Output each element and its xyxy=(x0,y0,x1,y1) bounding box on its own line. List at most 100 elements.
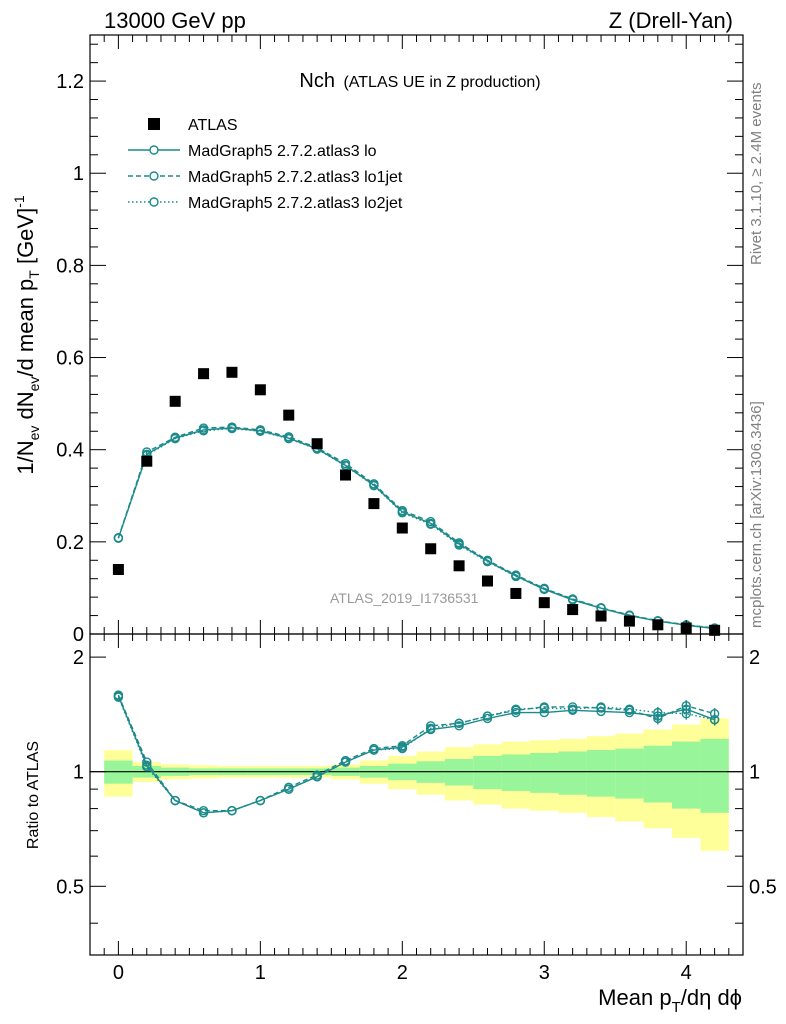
mc-point xyxy=(227,423,237,434)
mc-ratio-point xyxy=(681,709,691,719)
atlas-data-point xyxy=(652,619,664,631)
ratio-band-inner xyxy=(672,741,701,809)
y-tick-label: 1.2 xyxy=(56,71,84,93)
x-tick-label: 1 xyxy=(255,962,266,984)
atlas-data-point xyxy=(510,587,522,599)
analysis-watermark: ATLAS_2019_I1736531 xyxy=(330,590,479,606)
ratio-y-tick-label-right: 2 xyxy=(749,647,760,669)
mc-ratio-point xyxy=(567,704,578,714)
atlas-data-point xyxy=(198,368,210,380)
atlas-data-point xyxy=(141,455,153,467)
legend-label: MadGraph5 2.7.2.atlas3 lo2jet xyxy=(188,195,403,212)
atlas-data-point xyxy=(396,522,408,534)
mc-point xyxy=(511,571,521,582)
atlas-data-point xyxy=(226,366,238,378)
mc-point xyxy=(397,508,408,518)
legend-label: MadGraph5 2.7.2.atlas3 lo1jet xyxy=(188,169,403,186)
mc-ratio-point xyxy=(596,702,606,712)
ratio-uncertainty-bands xyxy=(90,718,743,851)
atlas-data-point xyxy=(481,575,493,587)
mc-ratio-point xyxy=(369,745,379,755)
ratio-band-inner xyxy=(615,748,644,799)
x-tick-label: 2 xyxy=(397,962,408,984)
mc-ratio-point xyxy=(624,704,635,714)
ratio-y-tick-label-left: 2 xyxy=(73,647,84,669)
ratio-band-inner xyxy=(700,738,729,813)
legend-marker-data xyxy=(148,118,160,130)
mc-ratio-point xyxy=(653,707,663,718)
ratio-band-inner xyxy=(558,751,587,795)
mc-series-line xyxy=(117,427,715,630)
mc-ratio-point xyxy=(198,808,209,818)
atlas-data-point xyxy=(538,597,550,609)
mc-point xyxy=(454,540,464,550)
mc-ratio-line xyxy=(117,694,715,812)
legend: ATLAS MadGraph5 2.7.2.atlas3 lo MadGraph5 … xyxy=(128,117,403,212)
mc-ratio-point xyxy=(142,757,152,767)
x-tick-label: 3 xyxy=(539,962,550,984)
ratio-y-tick-label-right: 1 xyxy=(749,762,760,784)
atlas-data-point xyxy=(283,409,295,421)
x-tick-label: 0 xyxy=(113,962,124,984)
ratio-y-tick-label-left: 0.5 xyxy=(56,876,84,898)
mc-ratio-point xyxy=(709,714,720,725)
mc-series-line xyxy=(117,426,715,629)
mc-ratio-point xyxy=(142,762,152,772)
mc-point xyxy=(198,423,209,433)
header-left-label: 13000 GeV pp xyxy=(104,8,246,33)
plot-title: Nch (ATLAS UE in Z production) xyxy=(299,70,540,92)
mc-ratio-point xyxy=(227,805,237,816)
mc-ratio-point xyxy=(454,721,464,731)
mc-ratio-point xyxy=(454,718,464,729)
x-tick-label: 4 xyxy=(681,962,692,984)
y-tick-label: 0.2 xyxy=(56,532,84,554)
atlas-data-point xyxy=(368,498,380,510)
mc-point xyxy=(482,556,493,567)
mc-ratio-point xyxy=(511,704,521,714)
mc-point xyxy=(539,584,549,595)
ratio-band-inner xyxy=(473,755,502,790)
legend-label: ATLAS xyxy=(188,117,238,134)
atlas-data-point xyxy=(311,438,323,450)
y-tick-label: 0 xyxy=(73,624,84,646)
y-tick-label: 0.8 xyxy=(56,255,84,277)
y-axis-label-top: 1/Nev dNev/d mean pT [GeV]-1 xyxy=(11,195,42,475)
mc-point xyxy=(113,533,124,543)
mc-ratio-point xyxy=(397,741,408,751)
mc-ratio-point xyxy=(539,703,549,713)
mc-point xyxy=(567,594,578,605)
mc-ratio-point xyxy=(425,723,436,734)
atlas-data-point xyxy=(340,469,352,481)
mc-ratio-line xyxy=(117,696,715,814)
mc-point xyxy=(369,480,379,491)
legend-marker-mc xyxy=(149,145,159,155)
atlas-data-point xyxy=(595,610,607,622)
mc-ratio-point xyxy=(312,772,322,782)
ratio-band-inner xyxy=(586,750,616,797)
mcplots-label: mcplots.cern.ch [arXiv:1306.3436] xyxy=(748,401,765,628)
mc-point xyxy=(198,426,209,436)
plot-title-sub: (ATLAS UE in Z production) xyxy=(343,74,540,91)
legend-marker-mc xyxy=(149,197,159,207)
legend-marker-mc xyxy=(149,171,159,181)
atlas-data-point xyxy=(169,395,181,407)
mc-series-group xyxy=(113,422,720,818)
atlas-data-point xyxy=(453,560,465,572)
atlas-data-point xyxy=(425,543,437,555)
data-points-group xyxy=(112,366,721,636)
mc-ratio-point xyxy=(397,743,408,754)
header-right-label: Z (Drell-Yan) xyxy=(609,8,733,33)
mc-point xyxy=(255,426,266,436)
ratio-band-inner xyxy=(501,754,531,791)
atlas-data-point xyxy=(112,563,124,575)
atlas-data-point xyxy=(623,615,635,627)
mc-ratio-point xyxy=(170,795,180,806)
plot-title-main: Nch xyxy=(299,70,335,92)
ratio-y-tick-label-left: 1 xyxy=(73,762,84,784)
mc-ratio-point xyxy=(425,721,436,731)
y-tick-label: 0.4 xyxy=(56,440,84,462)
y-tick-label: 1 xyxy=(73,163,84,185)
y-axis-label-ratio: Ratio to ATLAS xyxy=(25,741,42,849)
y-tick-label: 0.6 xyxy=(56,348,84,370)
